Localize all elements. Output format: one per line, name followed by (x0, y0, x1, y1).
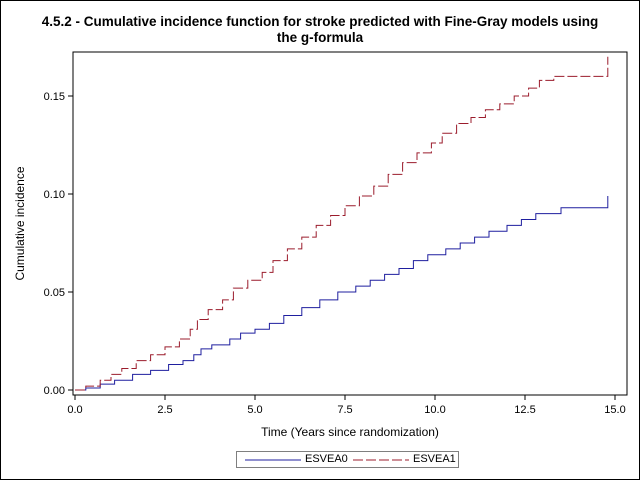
legend-label-esvea1: ESVEA1 (413, 453, 456, 465)
x-tick-label: 0.0 (67, 404, 82, 416)
series-line-esvea0 (75, 195, 609, 391)
y-axis: 0.00 0.05 0.10 0.15 (44, 91, 73, 397)
legend-swatch-esvea1 (353, 459, 409, 461)
legend-item-esvea0: ESVEA0 (243, 452, 353, 467)
y-tick-label: 0.00 (44, 385, 65, 397)
chart-title-line-1: 4.5.2 - Cumulative incidence function fo… (41, 14, 599, 29)
x-tick-label: 5.0 (247, 404, 262, 416)
plot-border (72, 51, 628, 396)
x-tick-label: 15.0 (604, 404, 625, 416)
x-axis-label: Time (Years since randomization) (261, 425, 439, 439)
y-tick-label: 0.10 (44, 189, 65, 201)
x-tick-label: 2.5 (157, 404, 172, 416)
x-tick-label: 10.0 (424, 404, 445, 416)
legend-swatch-esvea0 (245, 459, 301, 461)
y-tick-label: 0.15 (44, 91, 65, 103)
chart-title-line-2: the g-formula (276, 30, 364, 45)
chart-title: 4.5.2 - Cumulative incidence function fo… (0, 14, 640, 46)
x-axis: 0.0 2.5 5.0 7.5 10.0 12.5 15.0 (67, 395, 626, 416)
series-line-esvea1 (75, 56, 609, 391)
y-axis-label: Cumulative incidence (13, 166, 27, 280)
legend-label-esvea0: ESVEA0 (305, 453, 348, 465)
legend: ESVEA0 ESVEA1 (236, 451, 459, 468)
legend-item-esvea1: ESVEA1 (351, 452, 457, 467)
x-tick-label: 7.5 (337, 404, 352, 416)
x-tick-label: 12.5 (514, 404, 535, 416)
series-layer (75, 56, 609, 391)
y-tick-label: 0.05 (44, 287, 65, 299)
